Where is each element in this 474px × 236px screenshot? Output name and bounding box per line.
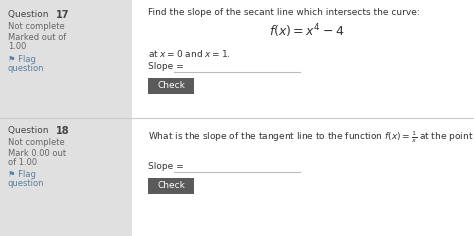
- Text: ⚑ Flag: ⚑ Flag: [8, 55, 36, 64]
- Text: $f(x) = x^4 - 4$: $f(x) = x^4 - 4$: [269, 22, 345, 40]
- FancyBboxPatch shape: [0, 0, 132, 118]
- FancyBboxPatch shape: [132, 0, 474, 118]
- Text: What is the slope of the tangent line to the function $f(x) = \frac{1}{x}$ at th: What is the slope of the tangent line to…: [148, 130, 474, 145]
- Text: Check: Check: [157, 81, 185, 90]
- Text: question: question: [8, 64, 45, 73]
- Text: question: question: [8, 179, 45, 188]
- Text: 18: 18: [56, 126, 70, 136]
- Text: of 1.00: of 1.00: [8, 158, 37, 167]
- Text: Marked out of: Marked out of: [8, 33, 66, 42]
- Text: Mark 0.00 out: Mark 0.00 out: [8, 149, 66, 158]
- FancyBboxPatch shape: [148, 178, 194, 194]
- Text: Question: Question: [8, 10, 51, 19]
- Text: ⚑ Flag: ⚑ Flag: [8, 170, 36, 179]
- Text: 17: 17: [56, 10, 70, 20]
- FancyBboxPatch shape: [132, 119, 474, 236]
- Text: Find the slope of the secant line which intersects the curve:: Find the slope of the secant line which …: [148, 8, 420, 17]
- Text: Slope =: Slope =: [148, 162, 183, 171]
- Text: Slope =: Slope =: [148, 62, 183, 71]
- Text: Not complete: Not complete: [8, 22, 65, 31]
- Text: Check: Check: [157, 181, 185, 190]
- Text: 1.00: 1.00: [8, 42, 27, 51]
- FancyBboxPatch shape: [148, 78, 194, 94]
- Text: Not complete: Not complete: [8, 138, 65, 147]
- Text: Question: Question: [8, 126, 51, 135]
- Text: at $x = 0$ and $x = 1$.: at $x = 0$ and $x = 1$.: [148, 48, 231, 59]
- FancyBboxPatch shape: [0, 119, 132, 236]
